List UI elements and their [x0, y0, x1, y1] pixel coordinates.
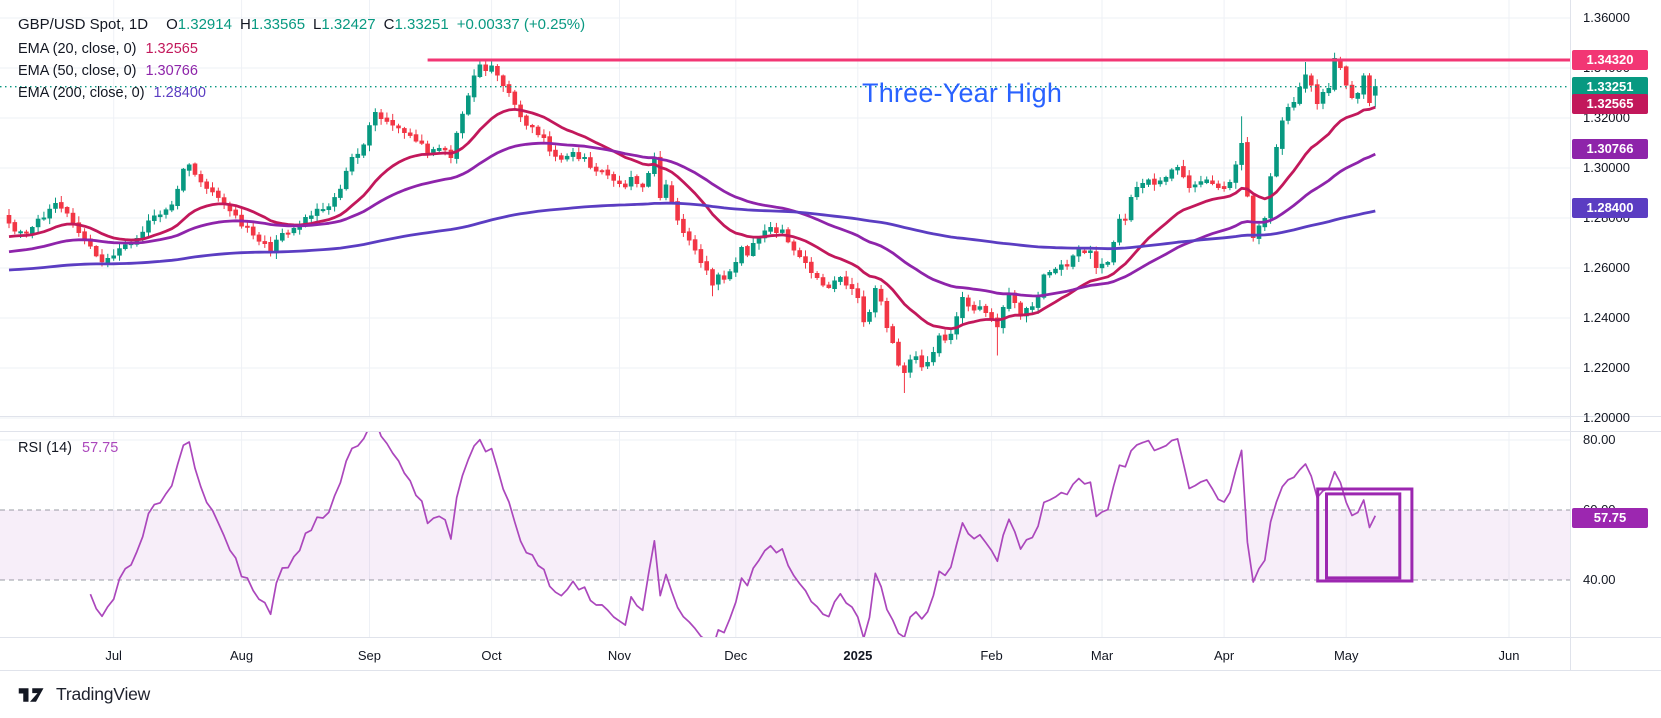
time-axis-label-dec: Dec — [724, 648, 748, 663]
ema50-value-badge[interactable]: 1.30766 — [1572, 138, 1648, 159]
ema-200-line[interactable] — [8, 201, 1376, 272]
ema20-legend-row[interactable]: EMA (20, close, 0) 1.32565 — [18, 38, 585, 59]
time-axis-label-2025: 2025 — [843, 648, 873, 663]
brand-name: TradingView — [56, 684, 151, 704]
pane-divider-bottom[interactable] — [0, 431, 1661, 432]
rsi-value: 57.75 — [82, 440, 119, 456]
price-tick-label: 1.26000 — [1583, 260, 1630, 275]
price-tick-label: 1.20000 — [1583, 410, 1630, 425]
open-value: 1.32914 — [177, 16, 232, 33]
rsi-line[interactable] — [89, 420, 1377, 648]
ema50-label: EMA (50, close, 0) — [18, 62, 137, 79]
rsi-tick-label: 40.00 — [1583, 572, 1616, 587]
ema50-legend-row[interactable]: EMA (50, close, 0) 1.30766 — [18, 60, 585, 81]
close-label: C — [383, 16, 395, 33]
close-value: 1.33251 — [394, 16, 449, 33]
rsi-label: RSI (14) — [18, 440, 72, 456]
low-value: 1.32427 — [321, 16, 376, 33]
rsi-pane-bottom-border — [0, 637, 1661, 638]
open-label: O — [166, 16, 178, 33]
time-axis-label-mar: Mar — [1090, 648, 1114, 663]
price-tick-label: 1.24000 — [1583, 310, 1630, 325]
time-axis-border — [0, 670, 1661, 671]
ema-50-line[interactable] — [8, 141, 1376, 298]
ema-20-line[interactable] — [8, 105, 1376, 331]
ema200-label: EMA (200, close, 0) — [18, 84, 145, 101]
last-price-badge[interactable]: 1.33251 — [1572, 76, 1648, 97]
rsi-level-lines — [0, 509, 1570, 581]
time-axis-label-sep: Sep — [357, 648, 382, 663]
low-label: L — [313, 16, 322, 33]
time-axis-label-nov: Nov — [607, 648, 632, 663]
time-axis-label-jul: Jul — [105, 648, 122, 663]
time-axis-label-jun: Jun — [1498, 648, 1520, 663]
price-axis-border[interactable] — [1570, 0, 1571, 670]
rsi-rectangle-drawing-2[interactable] — [1325, 492, 1402, 580]
annotation-three-year-high[interactable]: Three-Year High — [862, 78, 1063, 108]
pane-divider-top[interactable] — [0, 416, 1661, 417]
high-label: H — [239, 16, 251, 33]
ema20-value: 1.32565 — [145, 40, 198, 57]
ema200-legend-row[interactable]: EMA (200, close, 0) 1.28400 — [18, 82, 585, 103]
change-value: +0.00337 (+0.25%) — [456, 16, 586, 33]
ema20-label: EMA (20, close, 0) — [18, 40, 137, 57]
tradingview-logo-icon — [18, 687, 44, 702]
time-axis-label-aug: Aug — [229, 648, 254, 663]
time-axis-label-oct: Oct — [481, 648, 502, 663]
high-value: 1.33565 — [250, 16, 306, 33]
hline-price-badge[interactable]: 1.34320 — [1572, 50, 1648, 70]
ema20-value-badge[interactable]: 1.32565 — [1572, 93, 1648, 114]
time-axis-label-apr: Apr — [1214, 648, 1235, 663]
grid-lines — [0, 0, 1570, 637]
ema200-value: 1.28400 — [153, 84, 206, 101]
time-axis-label-may: May — [1333, 648, 1359, 663]
ema200-value-badge[interactable]: 1.28400 — [1572, 198, 1648, 218]
price-tick-label: 1.22000 — [1583, 360, 1630, 375]
tradingview-watermark[interactable]: TradingView — [18, 684, 150, 705]
price-tick-label: 1.30000 — [1583, 160, 1630, 175]
symbol-title: GBP/USD Spot, 1D — [18, 16, 149, 33]
rsi-legend-row[interactable]: RSI (14) 57.75 — [18, 440, 118, 456]
symbol-legend-row[interactable]: GBP/USD Spot, 1D O 1.32914 H 1.33565 L 1.32… — [18, 14, 585, 35]
rsi-rectangle-drawing-1[interactable] — [1316, 487, 1414, 583]
rsi-band — [0, 510, 1570, 580]
down-candles — [6, 56, 1372, 393]
rsi-value-badge[interactable]: 57.75 — [1572, 507, 1648, 528]
time-axis-label-feb: Feb — [980, 648, 1003, 663]
price-tick-label: 1.36000 — [1583, 10, 1630, 25]
rsi-tick-label: 80.00 — [1583, 432, 1616, 447]
ema50-value: 1.30766 — [145, 62, 198, 79]
chart-legend: GBP/USD Spot, 1D O 1.32914 H 1.33565 L 1.32… — [18, 14, 585, 104]
